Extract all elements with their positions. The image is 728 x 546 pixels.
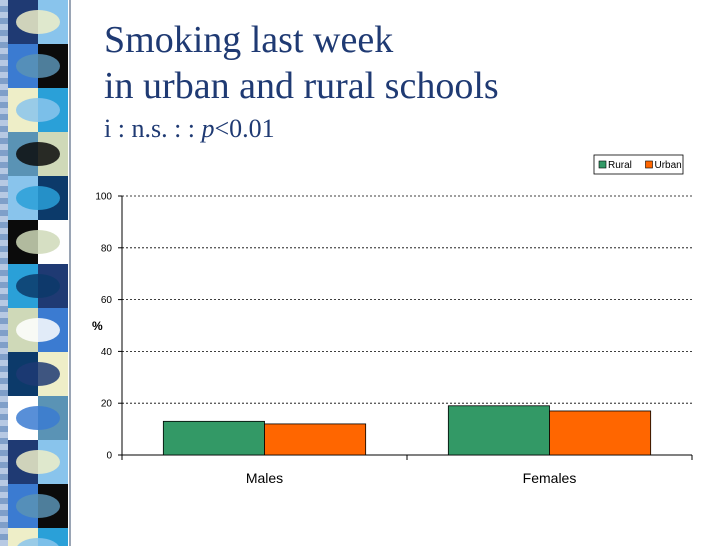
stat-prefix: i : n.s. : : bbox=[104, 114, 202, 143]
pattern-oval bbox=[17, 538, 59, 546]
y-tick-label: 100 bbox=[95, 192, 112, 203]
pattern-oval bbox=[16, 186, 60, 210]
pattern-gap bbox=[68, 0, 82, 546]
decorative-side-pattern bbox=[0, 0, 82, 546]
slide-statistics-line: i : n.s. : : p<0.01 bbox=[104, 114, 275, 144]
bar-rural-males bbox=[162, 420, 265, 456]
stat-suffix: <0.01 bbox=[214, 114, 275, 143]
y-tick-label: 80 bbox=[101, 243, 113, 254]
legend-swatch-rural bbox=[598, 160, 607, 169]
pattern-oval bbox=[16, 362, 60, 386]
legend-label-rural: Rural bbox=[608, 160, 632, 171]
y-tick-label: 20 bbox=[101, 399, 113, 410]
y-tick-label: 60 bbox=[101, 295, 113, 306]
pattern-oval bbox=[16, 406, 60, 430]
pattern-oval bbox=[16, 54, 60, 78]
pattern-oval bbox=[16, 494, 60, 518]
pattern-oval bbox=[16, 318, 60, 342]
legend-label-urban: Urban bbox=[655, 160, 682, 171]
slide-title-line-1: Smoking last week bbox=[104, 19, 394, 61]
x-category-label: Males bbox=[246, 470, 283, 486]
chart-legend: Rural Urban bbox=[593, 154, 684, 175]
bar-urban-females bbox=[549, 410, 652, 456]
slide-title-line-2: in urban and rural schools bbox=[104, 65, 499, 107]
y-axis-label: % bbox=[92, 319, 103, 333]
y-tick-label: 0 bbox=[106, 451, 112, 462]
x-category-label: Females bbox=[523, 470, 577, 486]
stat-p-symbol: p bbox=[201, 114, 215, 143]
pattern-oval bbox=[16, 450, 60, 474]
pattern-oval bbox=[16, 230, 60, 254]
pattern-oval bbox=[16, 98, 60, 122]
pattern-oval bbox=[16, 274, 60, 298]
pattern-oval bbox=[16, 10, 60, 34]
side-pattern-graphic bbox=[8, 0, 82, 546]
bar-urban-males bbox=[264, 423, 367, 456]
legend-swatch-urban bbox=[645, 160, 653, 169]
y-tick-label: 40 bbox=[101, 347, 113, 358]
bar-rural-females bbox=[447, 405, 550, 456]
legend-box bbox=[593, 154, 684, 175]
pattern-oval bbox=[16, 142, 60, 166]
side-pattern-edge bbox=[0, 0, 8, 546]
